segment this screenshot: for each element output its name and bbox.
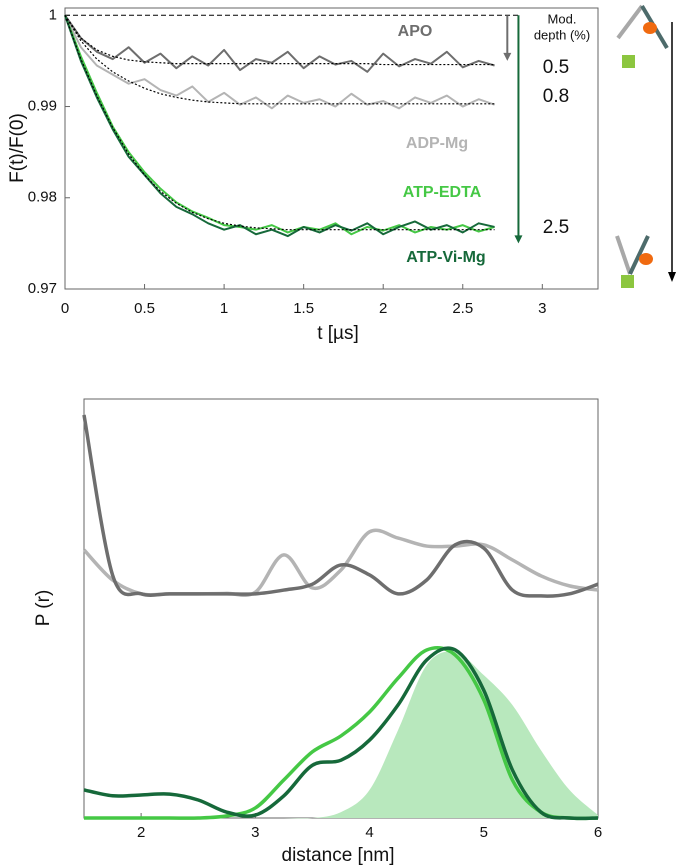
schematic-open — [616, 4, 669, 68]
x-tick-label: 2 — [379, 300, 387, 317]
x-axis-label: t [µs] — [317, 323, 359, 344]
depth-arrowhead — [503, 52, 512, 61]
y-tick-label: 0.97 — [28, 280, 57, 297]
x-tick-label: 4 — [365, 824, 373, 841]
y-axis-label: F(t)/F(0) — [7, 113, 28, 183]
fit-line — [64, 14, 495, 105]
y-axis-label: P (r) — [33, 590, 54, 627]
depth-label: 0.8 — [543, 86, 569, 107]
depth-title: Mod. — [548, 11, 577, 26]
transition-arrow — [668, 22, 676, 282]
line — [83, 646, 599, 821]
x-tick-label: 0 — [61, 300, 69, 317]
x-tick-label: 1 — [220, 300, 228, 317]
x-tick-label: 3 — [251, 824, 259, 841]
depth-arrowhead — [514, 235, 523, 244]
line — [64, 14, 495, 73]
fit-line — [64, 15, 495, 231]
line — [82, 414, 599, 598]
line — [64, 14, 495, 238]
depth-label: 0.5 — [543, 57, 569, 78]
y-tick-label: 0.99 — [28, 98, 57, 115]
x-tick-label: 6 — [594, 824, 602, 841]
x-tick-label: 5 — [480, 824, 488, 841]
depth-label: 2.5 — [543, 217, 569, 238]
x-tick-label: 1.5 — [293, 300, 314, 317]
line — [84, 645, 599, 821]
fit-line — [64, 14, 495, 66]
series-label: ADP-Mg — [406, 135, 468, 152]
depth-title: depth (%) — [534, 27, 590, 42]
x-tick-label: 2 — [137, 824, 145, 841]
x-tick-label: 2.5 — [452, 300, 473, 317]
x-tick-label: 0.5 — [134, 300, 155, 317]
series-label: ATP-Vi-Mg — [406, 249, 485, 266]
series-label: APO — [398, 23, 433, 40]
plot-frame — [64, 7, 599, 290]
line — [64, 14, 495, 110]
x-tick-label: 3 — [538, 300, 546, 317]
y-tick-label: 1 — [49, 6, 57, 23]
y-tick-label: 0.98 — [28, 189, 57, 206]
x-axis-label: distance [nm] — [282, 845, 395, 866]
area — [84, 651, 598, 819]
schematic-closed — [615, 235, 653, 288]
series-label: ATP-EDTA — [403, 184, 482, 201]
line — [82, 528, 599, 598]
